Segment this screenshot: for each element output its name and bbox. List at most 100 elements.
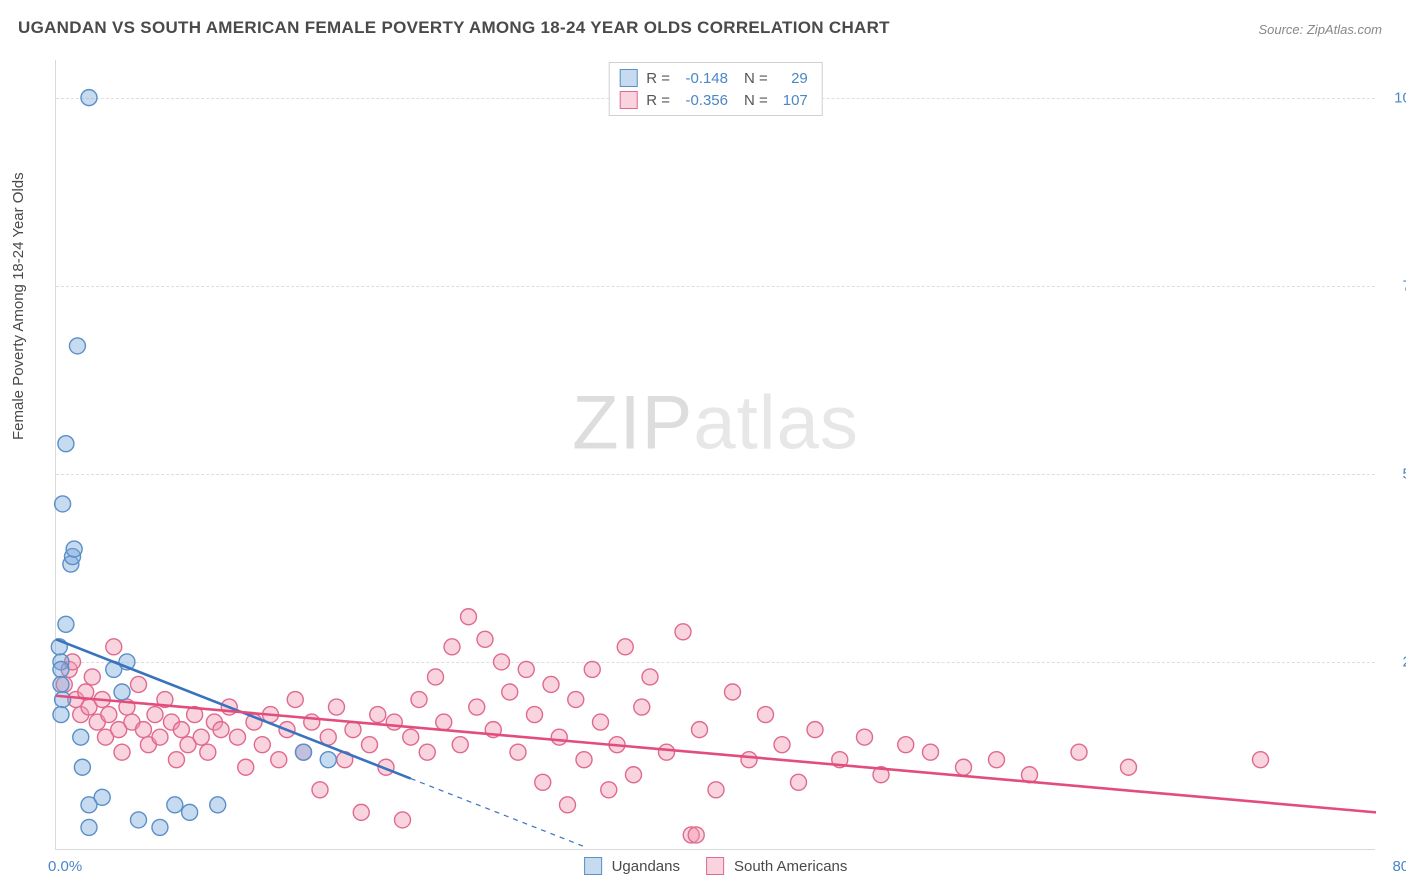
scatter-point xyxy=(568,692,584,708)
x-tick-max: 80.0% xyxy=(1375,858,1406,875)
scatter-point xyxy=(213,722,229,738)
scatter-point xyxy=(238,759,254,775)
chart-title: UGANDAN VS SOUTH AMERICAN FEMALE POVERTY… xyxy=(18,18,890,38)
scatter-point xyxy=(271,752,287,768)
scatter-point xyxy=(642,669,658,685)
scatter-point xyxy=(494,654,510,670)
scatter-point xyxy=(436,714,452,730)
scatter-point xyxy=(81,819,97,835)
scatter-point xyxy=(634,699,650,715)
scatter-point xyxy=(774,737,790,753)
legend-correlation: R = -0.148 N = 29 R = -0.356 N = 107 xyxy=(608,62,823,116)
legend-series: Ugandans South Americans xyxy=(584,857,848,875)
legend-swatch-icon xyxy=(584,857,602,875)
scatter-point xyxy=(395,812,411,828)
scatter-point xyxy=(73,729,89,745)
scatter-point xyxy=(1253,752,1269,768)
scatter-point xyxy=(617,639,633,655)
scatter-point xyxy=(791,774,807,790)
scatter-point xyxy=(296,744,312,760)
scatter-point xyxy=(477,631,493,647)
scatter-point xyxy=(502,684,518,700)
scatter-point xyxy=(601,782,617,798)
scatter-point xyxy=(923,744,939,760)
plot-area: 25.0%50.0%75.0%100.0% 0.0% 80.0% ZIPatla… xyxy=(55,60,1375,850)
scatter-point xyxy=(152,819,168,835)
scatter-point xyxy=(510,744,526,760)
scatter-point xyxy=(675,624,691,640)
scatter-point xyxy=(182,804,198,820)
scatter-point xyxy=(168,752,184,768)
scatter-point xyxy=(55,692,71,708)
scatter-point xyxy=(725,684,741,700)
y-axis-label: Female Poverty Among 18-24 Year Olds xyxy=(10,172,27,440)
scatter-point xyxy=(857,729,873,745)
scatter-point xyxy=(626,767,642,783)
legend-row: R = -0.356 N = 107 xyxy=(619,89,808,111)
scatter-point xyxy=(1071,744,1087,760)
scatter-point xyxy=(956,759,972,775)
legend-swatch-icon xyxy=(619,91,637,109)
scatter-point xyxy=(230,729,246,745)
scatter-point xyxy=(329,699,345,715)
scatter-point xyxy=(758,707,774,723)
scatter-point xyxy=(370,707,386,723)
scatter-point xyxy=(403,729,419,745)
scatter-point xyxy=(152,729,168,745)
scatter-point xyxy=(131,812,147,828)
scatter-point xyxy=(461,609,477,625)
scatter-point xyxy=(593,714,609,730)
scatter-point xyxy=(688,827,704,843)
scatter-point xyxy=(106,639,122,655)
scatter-point xyxy=(807,722,823,738)
scatter-point xyxy=(989,752,1005,768)
scatter-point xyxy=(535,774,551,790)
scatter-point xyxy=(287,692,303,708)
scatter-point xyxy=(210,797,226,813)
scatter-point xyxy=(81,90,97,106)
scatter-point xyxy=(135,722,151,738)
legend-swatch-icon xyxy=(619,69,637,87)
scatter-point xyxy=(304,714,320,730)
scatter-point xyxy=(692,722,708,738)
scatter-point xyxy=(53,707,69,723)
scatter-point xyxy=(173,722,189,738)
y-tick-label: 50.0% xyxy=(1385,465,1406,482)
scatter-point xyxy=(55,496,71,512)
legend-item: South Americans xyxy=(706,857,847,875)
scatter-point xyxy=(74,759,90,775)
scatter-point xyxy=(898,737,914,753)
scatter-point xyxy=(362,737,378,753)
scatter-point xyxy=(58,436,74,452)
scatter-point xyxy=(147,707,163,723)
scatter-point xyxy=(101,707,117,723)
trend-line-dashed xyxy=(411,779,584,847)
scatter-point xyxy=(84,669,100,685)
scatter-point xyxy=(551,729,567,745)
scatter-point xyxy=(518,661,534,677)
scatter-point xyxy=(167,797,183,813)
scatter-point xyxy=(469,699,485,715)
scatter-point xyxy=(200,744,216,760)
scatter-point xyxy=(58,616,74,632)
scatter-point xyxy=(444,639,460,655)
scatter-point xyxy=(419,744,435,760)
legend-swatch-icon xyxy=(706,857,724,875)
scatter-point xyxy=(53,676,69,692)
scatter-point xyxy=(584,661,600,677)
scatter-point xyxy=(312,782,328,798)
legend-item-label: South Americans xyxy=(734,858,847,875)
scatter-point xyxy=(53,661,69,677)
scatter-point xyxy=(320,752,336,768)
scatter-point xyxy=(741,752,757,768)
scatter-point xyxy=(254,737,270,753)
scatter-point xyxy=(345,722,361,738)
scatter-point xyxy=(193,729,209,745)
scatter-point xyxy=(353,804,369,820)
scatter-point xyxy=(386,714,402,730)
chart-container: UGANDAN VS SOUTH AMERICAN FEMALE POVERTY… xyxy=(0,0,1406,892)
plot-svg xyxy=(56,60,1375,849)
scatter-point xyxy=(527,707,543,723)
scatter-point xyxy=(543,676,559,692)
scatter-point xyxy=(452,737,468,753)
